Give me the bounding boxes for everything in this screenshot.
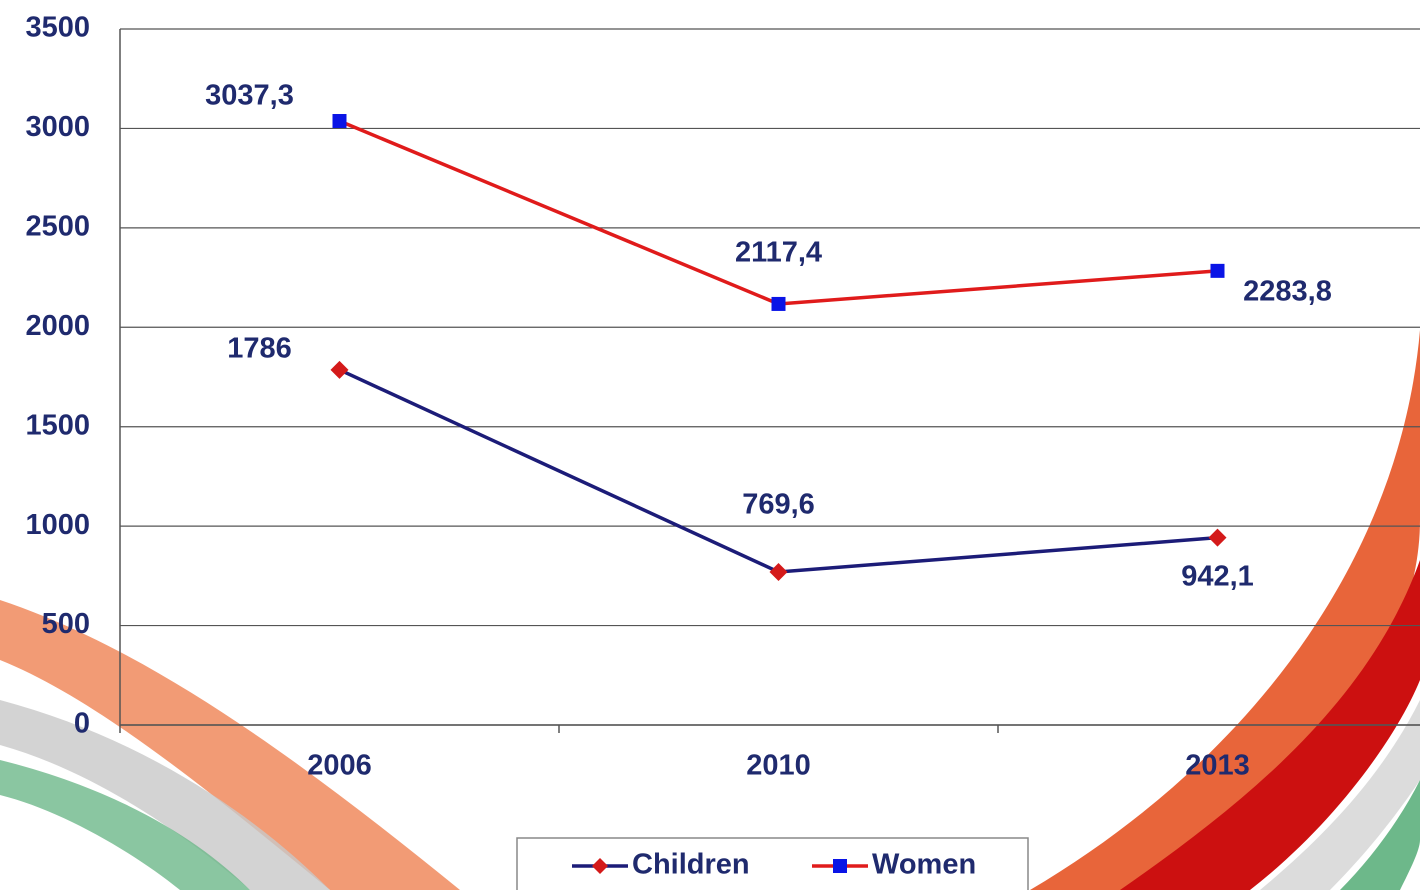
- x-tick-label: 2006: [307, 750, 372, 782]
- data-point: [771, 296, 786, 311]
- legend-label: Women: [872, 849, 976, 881]
- data-point: [330, 360, 349, 379]
- data-label: 3037,3: [205, 80, 294, 112]
- y-tick-label: 500: [42, 608, 90, 640]
- data-label: 1786: [227, 332, 292, 364]
- data-label: 2283,8: [1243, 276, 1332, 308]
- data-point: [332, 114, 347, 129]
- y-tick-label: 0: [74, 708, 90, 740]
- y-tick-label: 1500: [25, 409, 90, 441]
- x-tick-label: 2013: [1185, 750, 1250, 782]
- data-point: [769, 562, 788, 581]
- series-line: [338, 368, 1218, 574]
- data-point: [1208, 528, 1227, 547]
- x-tick-label: 2010: [746, 750, 811, 782]
- y-tick-label: 3000: [25, 111, 90, 143]
- y-tick-label: 2000: [25, 310, 90, 342]
- data-label: 2117,4: [735, 237, 822, 269]
- y-tick-label: 3500: [25, 12, 90, 44]
- data-point: [1210, 263, 1225, 278]
- series-line: [338, 119, 1218, 306]
- data-label: 769,6: [742, 489, 815, 521]
- data-label: 942,1: [1181, 560, 1254, 592]
- legend-label: Children: [632, 849, 750, 881]
- background-decoration: [0, 330, 1420, 890]
- y-tick-label: 2500: [25, 211, 90, 243]
- legend-marker: [592, 858, 608, 874]
- plot-area: 0 500 1000 1500 2000 2500 3000 3500 2006 2010 2013…: [25, 12, 1420, 782]
- legend-marker: [833, 859, 847, 873]
- y-tick-label: 1000: [25, 509, 90, 541]
